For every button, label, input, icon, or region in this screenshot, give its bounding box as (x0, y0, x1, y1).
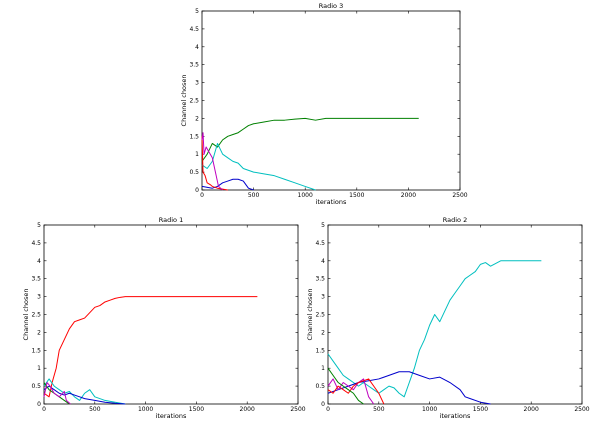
series-line-1 (43, 296, 258, 398)
x-tick-label: 2000 (524, 406, 539, 413)
y-tick-label: 2.5 (315, 312, 325, 319)
x-tick-label: 1000 (422, 406, 437, 413)
y-tick-label: 3 (321, 294, 325, 301)
y-tick-label: 3 (37, 294, 41, 301)
x-tick-label: 500 (248, 192, 260, 199)
y-tick-label: 3.5 (31, 276, 41, 283)
x-tick-label: 2000 (240, 406, 255, 413)
x-axis-label: iterations (440, 412, 471, 420)
y-tick-label: 2 (195, 115, 199, 122)
y-tick-label: 0 (195, 187, 199, 194)
x-tick-label: 1500 (473, 406, 488, 413)
y-tick-label: 5 (37, 222, 41, 229)
y-tick-label: 2.5 (189, 98, 199, 105)
y-tick-label: 1.5 (315, 347, 325, 354)
y-tick-label: 0.5 (31, 383, 41, 390)
x-tick-label: 1500 (349, 192, 364, 199)
series-line-3 (43, 385, 126, 405)
x-tick-label: 1000 (138, 406, 153, 413)
y-tick-label: 4 (37, 258, 41, 265)
x-tick-label: 1500 (189, 406, 204, 413)
x-tick-label: 2500 (290, 406, 305, 413)
series-line-5 (43, 382, 71, 405)
x-tick-label: 500 (373, 406, 385, 413)
series-line-2 (201, 142, 316, 191)
x-tick-label: 2000 (401, 192, 416, 199)
y-tick-label: 3.5 (189, 62, 199, 69)
series-line-3 (327, 378, 375, 405)
chart-title: Radio 1 (159, 216, 183, 224)
x-tick-label: 0 (326, 406, 330, 413)
x-tick-label: 0 (42, 406, 46, 413)
plot-frame (43, 224, 299, 405)
series-line-2 (43, 378, 126, 405)
chart-1: 0 500 1000 1500 2000 2500 0 0.5 1 1.5 2 2.5 3 3.5 4 4.5… (180, 2, 468, 206)
y-tick-label: 1 (321, 365, 325, 372)
y-tick-label: 0 (321, 401, 325, 408)
plot-frame (201, 10, 461, 191)
y-tick-label: 0.5 (315, 383, 325, 390)
x-tick-label: 2500 (574, 406, 589, 413)
chart-2: 0 500 1000 1500 2000 2500 0 0.5 1 1.5 2 2.5 3 3.5 4 4.5… (22, 216, 306, 420)
series-line-5 (327, 367, 364, 405)
y-tick-label: 4 (195, 44, 199, 51)
y-tick-label: 3.5 (315, 276, 325, 283)
x-tick-label: 1000 (298, 192, 313, 199)
y-axis-label: Channel chosen (306, 289, 314, 341)
y-tick-label: 4.5 (315, 240, 325, 247)
chart-3: 0 500 1000 1500 2000 2500 0 0.5 1 1.5 2 2.5 3 3.5 4 4.5… (306, 216, 590, 420)
y-axis-label: Channel chosen (22, 289, 30, 341)
x-axis-label: iterations (316, 198, 347, 206)
x-axis-label: iterations (156, 412, 187, 420)
y-tick-label: 2 (37, 329, 41, 336)
y-tick-label: 2 (321, 329, 325, 336)
chart-title: Radio 3 (319, 2, 343, 10)
y-tick-label: 2.5 (31, 312, 41, 319)
x-tick-label: 2500 (452, 192, 467, 199)
x-tick-label: 500 (89, 406, 101, 413)
y-tick-label: 1.5 (189, 133, 199, 140)
series-line-5 (201, 132, 223, 191)
y-tick-label: 1 (37, 365, 41, 372)
series-line-4 (201, 136, 228, 191)
y-tick-label: 1 (195, 151, 199, 158)
y-tick-label: 4 (321, 258, 325, 265)
series-line-4 (327, 378, 385, 405)
plot-frame (327, 224, 583, 405)
x-tick-label: 0 (200, 192, 204, 199)
y-tick-label: 4.5 (189, 26, 199, 33)
chart-title: Radio 2 (443, 216, 467, 224)
y-tick-label: 3 (195, 80, 199, 87)
y-axis-label: Channel chosen (180, 75, 188, 127)
y-tick-label: 5 (321, 222, 325, 229)
y-tick-label: 5 (195, 8, 199, 15)
y-tick-label: 1.5 (31, 347, 41, 354)
y-tick-label: 0.5 (189, 169, 199, 176)
y-tick-label: 0 (37, 401, 41, 408)
y-tick-label: 4.5 (31, 240, 41, 247)
